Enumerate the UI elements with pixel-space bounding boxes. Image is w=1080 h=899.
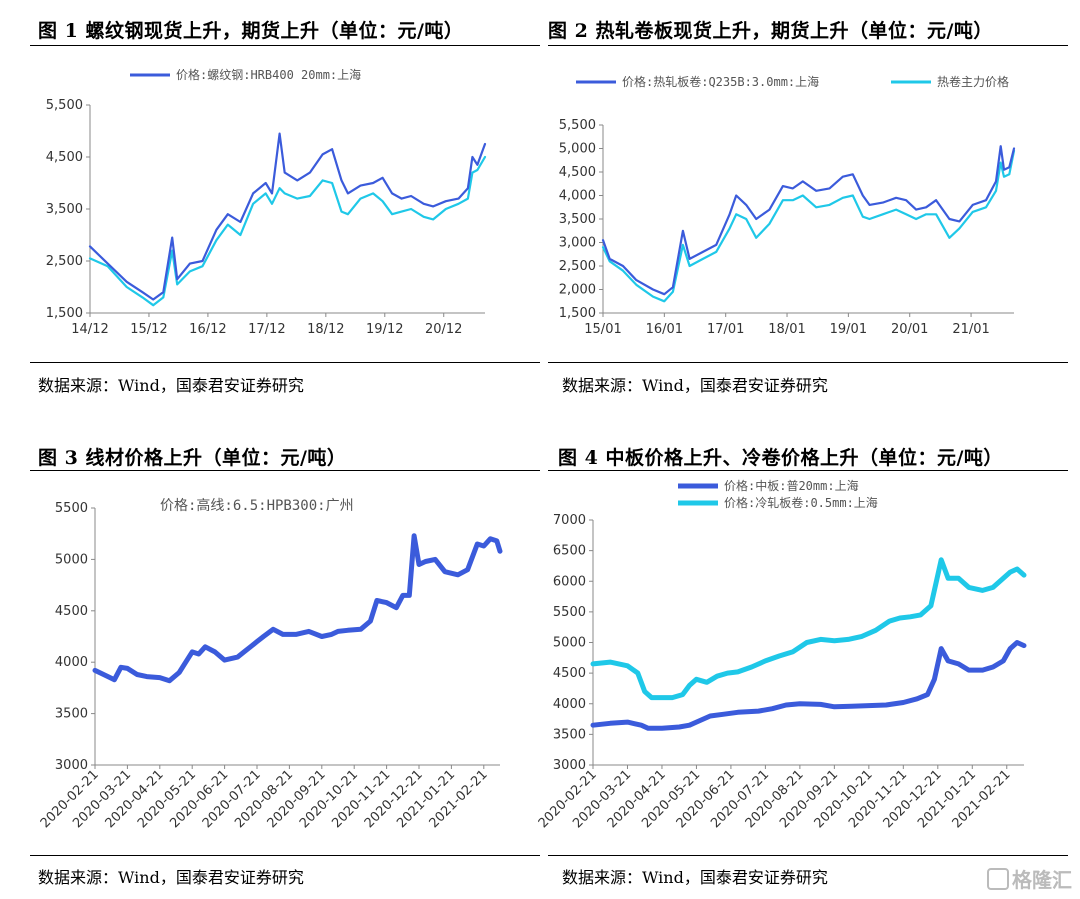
series-line-1 — [601, 145, 1016, 296]
x-tick-label: 21/01 — [952, 322, 989, 337]
y-tick-label: 3500 — [55, 707, 88, 722]
y-tick-label: 5500 — [55, 501, 88, 516]
title-rule — [30, 470, 540, 471]
y-tick-label: 3,500 — [559, 212, 596, 227]
y-tick-label: 3,000 — [559, 236, 596, 251]
chart-4-source: 数据来源：Wind，国泰君安证券研究 — [562, 868, 828, 887]
legend-label: 热卷主力价格 — [937, 74, 1009, 89]
chart-4-title: 图 4 中板价格上升、冷卷价格上升（单位：元/吨） — [558, 447, 1003, 469]
chart-1: 1,500 2,500 3,500 4,500 5,500 14/12 15/12 16/12… — [46, 67, 487, 337]
title-rule — [548, 45, 1068, 46]
y-tick-label: 5500 — [553, 605, 586, 620]
title-rule — [30, 45, 540, 46]
x-tick-label: 15/12 — [130, 322, 167, 337]
legend-label: 价格:热轧板卷:Q235B:3.0mm:上海 — [622, 74, 819, 89]
source-rule — [548, 855, 1068, 856]
chart-1-source: 数据来源：Wind，国泰君安证券研究 — [38, 376, 304, 395]
series-line-1 — [590, 640, 1027, 731]
title-rule — [548, 470, 1068, 471]
y-tick-label: 4,000 — [559, 189, 596, 204]
y-tick-label: 4,500 — [559, 165, 596, 180]
x-tick-label: 16/12 — [189, 322, 226, 337]
y-tick-label: 4000 — [55, 655, 88, 670]
x-tick-label: 19/01 — [830, 322, 867, 337]
y-tick-label: 5,000 — [559, 142, 596, 157]
chart-2-title: 图 2 热轧卷板现货上升，期货上升（单位：元/吨） — [548, 20, 993, 42]
y-tick-label: 5000 — [55, 552, 88, 567]
y-tick-label: 2,500 — [559, 259, 596, 274]
y-tick-label: 4500 — [553, 666, 586, 681]
y-tick-label: 3500 — [553, 727, 586, 742]
y-tick-label: 4500 — [55, 604, 88, 619]
y-tick-label: 6000 — [553, 574, 586, 589]
y-tick-label: 5,500 — [46, 98, 83, 113]
series-line-2 — [88, 155, 487, 307]
chart-3: 3000350040004500500055002020-02-212020-0… — [38, 497, 503, 831]
legend-label: 价格:高线:6.5:HPB300:广州 — [160, 497, 354, 514]
legend-label: 价格:中板:普20mm:上海 — [724, 478, 859, 493]
chart-4: 3000350040004500500055006000650070002020… — [536, 478, 1027, 831]
y-tick-label: 3,500 — [46, 202, 83, 217]
source-rule — [548, 362, 1068, 363]
x-tick-label: 18/12 — [307, 322, 344, 337]
x-tick-label: 17/12 — [248, 322, 285, 337]
watermark-text: 格隆汇 — [1012, 868, 1072, 892]
y-tick-label: 2,500 — [46, 254, 83, 269]
y-tick-label: 4000 — [553, 697, 586, 712]
series-line-1 — [88, 132, 487, 301]
y-tick-label: 5000 — [553, 636, 586, 651]
watermark-logo-icon — [987, 868, 1009, 890]
series-line-2 — [590, 557, 1027, 701]
x-tick-label: 16/01 — [646, 322, 683, 337]
y-tick-label: 6500 — [553, 544, 586, 559]
legend-label: 价格:冷轧板卷:0.5mm:上海 — [724, 495, 878, 510]
y-tick-label: 2,000 — [559, 283, 596, 298]
x-tick-label: 19/12 — [366, 322, 403, 337]
x-tick-label: 18/01 — [768, 322, 805, 337]
chart-1-title: 图 1 螺纹钢现货上升，期货上升（单位：元/吨） — [38, 20, 464, 42]
series-line-2 — [601, 149, 1016, 303]
legend-label: 价格:螺纹钢:HRB400 20mm:上海 — [176, 67, 361, 82]
series-line-1 — [92, 533, 503, 684]
y-tick-label: 3000 — [55, 758, 88, 773]
watermark: 格隆汇 — [987, 864, 1072, 893]
y-tick-label: 1,500 — [559, 306, 596, 321]
x-tick-label: 15/01 — [584, 322, 621, 337]
y-tick-label: 4,500 — [46, 150, 83, 165]
y-tick-label: 5,500 — [559, 118, 596, 133]
source-rule — [30, 362, 540, 363]
x-tick-label: 20/01 — [891, 322, 928, 337]
chart-2: 1,500 2,000 2,500 3,000 3,500 4,000 4,500 5,000… — [559, 74, 1016, 337]
y-tick-label: 7000 — [553, 513, 586, 528]
chart-2-source: 数据来源：Wind，国泰君安证券研究 — [562, 376, 828, 395]
x-tick-label: 20/12 — [425, 322, 462, 337]
chart-3-source: 数据来源：Wind，国泰君安证券研究 — [38, 868, 304, 887]
x-tick-label: 14/12 — [71, 322, 108, 337]
y-tick-label: 1,500 — [46, 306, 83, 321]
y-tick-label: 3000 — [553, 758, 586, 773]
source-rule — [30, 855, 540, 856]
x-tick-label: 17/01 — [707, 322, 744, 337]
chart-3-title: 图 3 线材价格上升（单位：元/吨） — [38, 447, 347, 469]
